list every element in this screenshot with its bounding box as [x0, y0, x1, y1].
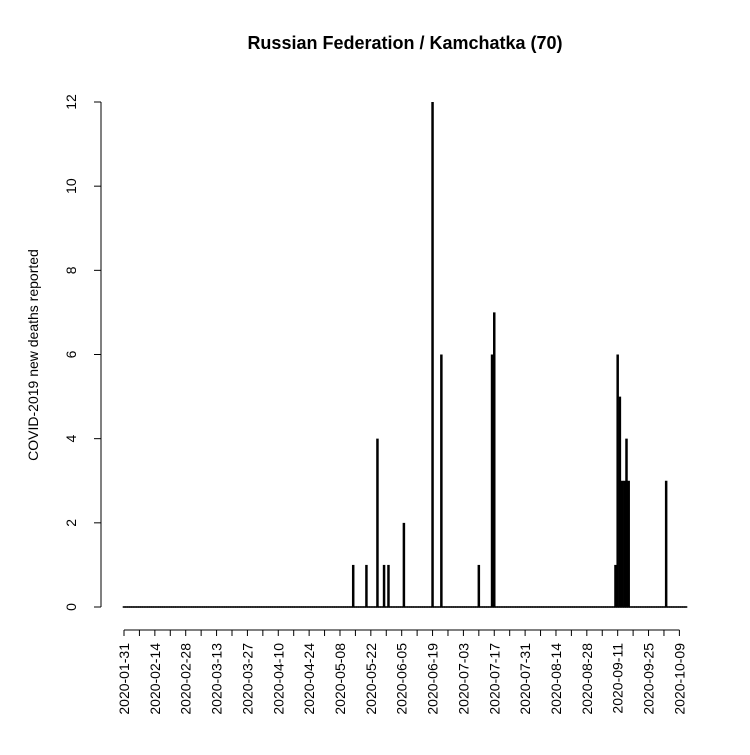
- x-tick-label: 2020-02-14: [147, 643, 163, 715]
- y-tick-label: 4: [63, 435, 79, 443]
- x-tick-label: 2020-06-05: [394, 643, 410, 715]
- x-tick-label: 2020-03-27: [239, 643, 255, 715]
- x-tick-label: 2020-03-13: [209, 643, 225, 715]
- x-tick-label: 2020-05-22: [363, 643, 379, 715]
- x-tick-label: 2020-10-09: [671, 643, 687, 715]
- y-tick-label: 6: [63, 350, 79, 358]
- x-tick-label: 2020-07-03: [455, 643, 471, 715]
- y-tick-label: 12: [63, 94, 79, 110]
- x-tick-label: 2020-04-24: [301, 643, 317, 715]
- y-axis: 0 2 4 6 8 10 12: [63, 94, 102, 611]
- y-tick-label: 0: [63, 603, 79, 611]
- y-tick-label: 8: [63, 266, 79, 274]
- bars: [351, 102, 668, 607]
- y-axis-label: COVID-2019 new deaths reported: [25, 249, 41, 461]
- x-axis: 2020-01-31 2020-02-14 2020-02-28 2020-03-13…: [116, 629, 687, 715]
- y-tick-label: 10: [63, 178, 79, 194]
- x-tick-label: 2020-09-11: [610, 643, 626, 714]
- x-tick-label: 2020-06-19: [425, 643, 441, 715]
- x-tick-label: 2020-01-31: [116, 643, 132, 715]
- x-tick-label: 2020-02-28: [178, 643, 194, 715]
- x-tick-label: 2020-04-10: [270, 643, 286, 715]
- chart-title: Russian Federation / Kamchatka (70): [247, 33, 562, 53]
- x-tick-label: 2020-07-31: [517, 643, 533, 715]
- x-tick-label: 2020-05-08: [332, 643, 348, 715]
- x-tick-label: 2020-07-17: [486, 643, 502, 715]
- y-tick-label: 2: [63, 519, 79, 527]
- x-tick-label: 2020-09-25: [641, 643, 657, 715]
- x-tick-label: 2020-08-28: [579, 643, 595, 715]
- x-tick-label: 2020-08-14: [548, 643, 564, 715]
